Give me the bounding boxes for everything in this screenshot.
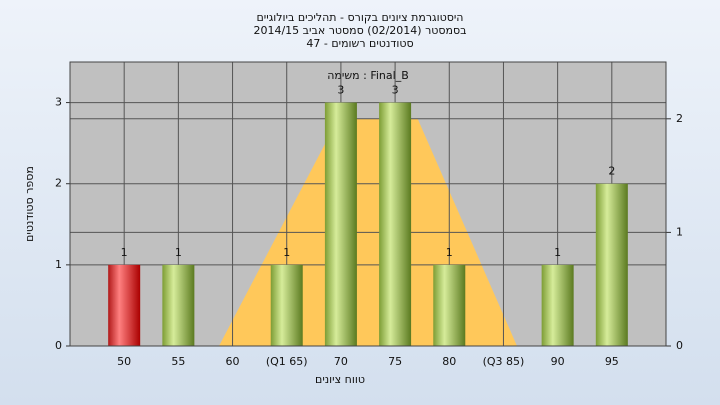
- value-label: 1: [121, 246, 128, 259]
- value-label: 1: [554, 246, 561, 259]
- value-label: 3: [392, 84, 399, 97]
- bar: [162, 264, 195, 346]
- plot-border: [69, 61, 667, 347]
- y-tick-label: 3: [55, 96, 62, 109]
- bar: [379, 102, 412, 346]
- x-tick-label: 50: [117, 355, 131, 368]
- chart-title: היסטוגרמת ציונים בקורס - תהליכים ביולוגי…: [257, 11, 464, 24]
- x-tick-label: 70: [334, 355, 348, 368]
- value-label: 1: [175, 246, 182, 259]
- y2-tick-label: 2: [676, 112, 683, 125]
- x-tick-label: (Q1 65): [266, 355, 308, 368]
- x-tick-label: 90: [551, 355, 565, 368]
- x-tick-label: 60: [226, 355, 240, 368]
- x-tick-label: 95: [605, 355, 619, 368]
- bar: [270, 264, 303, 346]
- chart-subtitle: בסמסטר (02/2014) סמסטר אביב 2014/15: [253, 24, 466, 37]
- value-label: 1: [446, 246, 453, 259]
- annotation: משימה : Final_B: [327, 69, 409, 82]
- y-tick-label: 2: [55, 177, 62, 190]
- x-tick-label: 75: [388, 355, 402, 368]
- bar: [541, 264, 574, 346]
- x-axis-label: טווח ציונים: [315, 373, 365, 386]
- chart-subtitle: סטודנטים רשומים - 47: [306, 37, 413, 50]
- bar: [108, 264, 141, 346]
- x-tick-label: (Q3 85): [483, 355, 525, 368]
- bar: [433, 264, 466, 346]
- y2-tick-label: 1: [676, 225, 683, 238]
- value-label: 2: [608, 165, 615, 178]
- value-label: 1: [283, 246, 290, 259]
- y-tick-label: 1: [55, 258, 62, 271]
- y-tick-label: 0: [55, 339, 62, 352]
- x-tick-label: 80: [442, 355, 456, 368]
- y2-tick-label: 0: [676, 339, 683, 352]
- y-axis-label: מספר סטודנטים: [23, 166, 36, 242]
- value-label: 3: [337, 84, 344, 97]
- x-tick-label: 55: [171, 355, 185, 368]
- bar: [324, 102, 357, 346]
- bar: [595, 183, 628, 346]
